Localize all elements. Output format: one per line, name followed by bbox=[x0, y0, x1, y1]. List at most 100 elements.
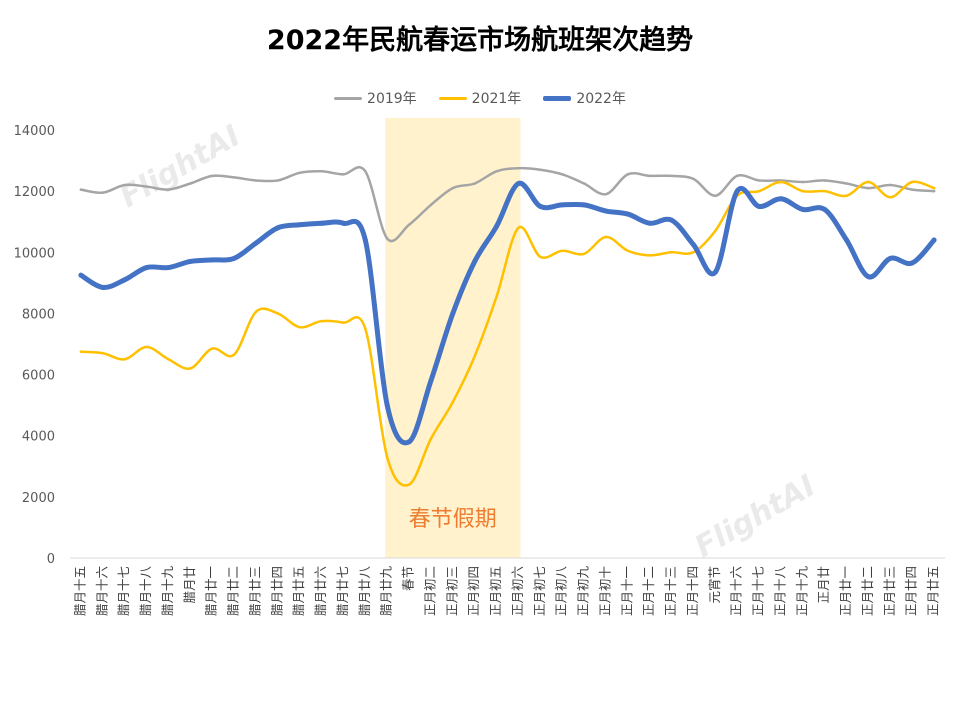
data-point-2019 bbox=[210, 174, 214, 178]
legend-swatch-2019 bbox=[334, 96, 363, 100]
data-point-2021 bbox=[517, 226, 520, 230]
x-tick-label: 腊月廿九 bbox=[379, 566, 394, 617]
data-point-2019 bbox=[626, 173, 630, 176]
x-tick-label: 腊月廿六 bbox=[313, 566, 328, 616]
data-point-2019 bbox=[735, 174, 739, 178]
data-point-2019 bbox=[232, 176, 236, 179]
data-point-2022 bbox=[778, 196, 784, 202]
data-point-2021 bbox=[845, 194, 848, 197]
data-point-2022 bbox=[100, 284, 106, 290]
x-tick-label: 正月初四 bbox=[466, 566, 481, 616]
data-point-2019 bbox=[298, 171, 301, 175]
x-tick-label: 春节 bbox=[401, 566, 416, 591]
data-point-2019 bbox=[801, 180, 805, 184]
data-point-2022 bbox=[384, 402, 390, 408]
legend-swatch-2021 bbox=[438, 96, 467, 100]
data-point-2019 bbox=[539, 168, 542, 171]
data-point-2022 bbox=[472, 258, 478, 264]
data-point-2022 bbox=[844, 237, 850, 243]
data-point-2019 bbox=[714, 194, 717, 197]
holiday-band-label: 春节假期 bbox=[409, 507, 497, 532]
data-point-2019 bbox=[495, 170, 498, 173]
data-point-2021 bbox=[298, 325, 301, 329]
y-tick-label: 10000 bbox=[14, 246, 55, 261]
x-tick-label: 正月廿四 bbox=[904, 566, 919, 616]
data-point-2021 bbox=[692, 251, 695, 254]
x-tick-label: 正月廿 bbox=[816, 566, 831, 604]
data-point-2021 bbox=[889, 196, 892, 199]
data-point-2022 bbox=[822, 206, 828, 212]
data-point-2019 bbox=[167, 188, 170, 191]
data-point-2022 bbox=[275, 225, 281, 231]
x-tick-label: 正月十四 bbox=[685, 566, 700, 616]
data-point-2022 bbox=[865, 274, 871, 280]
data-point-2019 bbox=[101, 191, 105, 194]
watermark-1: FlightAI bbox=[114, 118, 246, 215]
holiday-band bbox=[385, 118, 521, 558]
y-tick-label: 12000 bbox=[14, 185, 55, 200]
data-point-2019 bbox=[429, 203, 433, 207]
legend-label-2021: 2021年 bbox=[471, 91, 522, 107]
data-point-2022 bbox=[931, 237, 937, 243]
data-point-2021 bbox=[932, 186, 936, 190]
data-point-2021 bbox=[582, 252, 586, 256]
data-point-2019 bbox=[867, 186, 870, 190]
data-point-2022 bbox=[887, 255, 893, 261]
data-point-2021 bbox=[210, 347, 214, 350]
data-point-2022 bbox=[209, 257, 215, 263]
x-tick-label: 正月初七 bbox=[532, 566, 547, 616]
data-point-2019 bbox=[648, 174, 651, 178]
data-point-2022 bbox=[428, 378, 434, 384]
data-point-2022 bbox=[800, 206, 806, 212]
data-point-2022 bbox=[756, 203, 762, 209]
x-tick-label: 正月初五 bbox=[488, 566, 503, 616]
data-point-2022 bbox=[231, 255, 237, 261]
data-point-2022 bbox=[669, 217, 675, 223]
data-point-2019 bbox=[189, 182, 192, 185]
data-point-2021 bbox=[429, 437, 433, 441]
data-point-2022 bbox=[187, 258, 193, 264]
data-point-2021 bbox=[101, 351, 105, 355]
legend-label-2022: 2022年 bbox=[576, 91, 626, 107]
x-tick-label: 正月十六 bbox=[729, 566, 744, 616]
data-point-2021 bbox=[342, 321, 345, 324]
data-point-2022 bbox=[537, 203, 543, 209]
x-tick-label: 腊月廿三 bbox=[247, 566, 262, 616]
data-point-2019 bbox=[517, 166, 520, 170]
x-tick-label: 正月十八 bbox=[772, 566, 787, 617]
data-point-2021 bbox=[473, 354, 476, 358]
x-tick-label: 腊月十五 bbox=[72, 566, 87, 616]
x-tick-label: 正月廿二 bbox=[860, 566, 875, 616]
data-point-2022 bbox=[712, 269, 718, 275]
legend-item-2019: 2019年 bbox=[334, 88, 417, 108]
watermark-2: FlightAI bbox=[689, 468, 821, 565]
y-tick-label: 6000 bbox=[22, 369, 55, 384]
data-point-2021 bbox=[779, 180, 783, 184]
data-point-2022 bbox=[144, 265, 150, 271]
x-tick-label: 正月初八 bbox=[554, 566, 569, 617]
data-point-2021 bbox=[823, 189, 826, 193]
data-point-2021 bbox=[276, 312, 280, 315]
data-point-2019 bbox=[342, 173, 345, 176]
data-point-2019 bbox=[79, 188, 83, 191]
x-tick-label: 正月初二 bbox=[422, 566, 437, 616]
data-point-2019 bbox=[910, 188, 914, 191]
x-tick-label: 正月廿五 bbox=[926, 566, 941, 616]
data-point-2022 bbox=[165, 265, 171, 271]
data-point-2019 bbox=[473, 182, 476, 185]
data-point-2022 bbox=[319, 220, 325, 226]
x-tick-label: 正月十三 bbox=[663, 566, 678, 616]
data-point-2022 bbox=[515, 181, 521, 186]
data-point-2021 bbox=[560, 249, 564, 253]
data-point-2022 bbox=[559, 202, 565, 208]
x-tick-label: 腊月廿 bbox=[182, 566, 197, 604]
data-point-2021 bbox=[254, 310, 258, 314]
legend-item-2022: 2022年 bbox=[543, 88, 626, 108]
data-point-2019 bbox=[451, 186, 455, 190]
x-tick-label: 腊月十六 bbox=[94, 566, 109, 616]
legend-label-2019: 2019年 bbox=[367, 91, 417, 107]
x-tick-label: 正月初六 bbox=[510, 566, 525, 616]
data-point-2022 bbox=[734, 188, 740, 194]
data-point-2021 bbox=[232, 353, 236, 356]
